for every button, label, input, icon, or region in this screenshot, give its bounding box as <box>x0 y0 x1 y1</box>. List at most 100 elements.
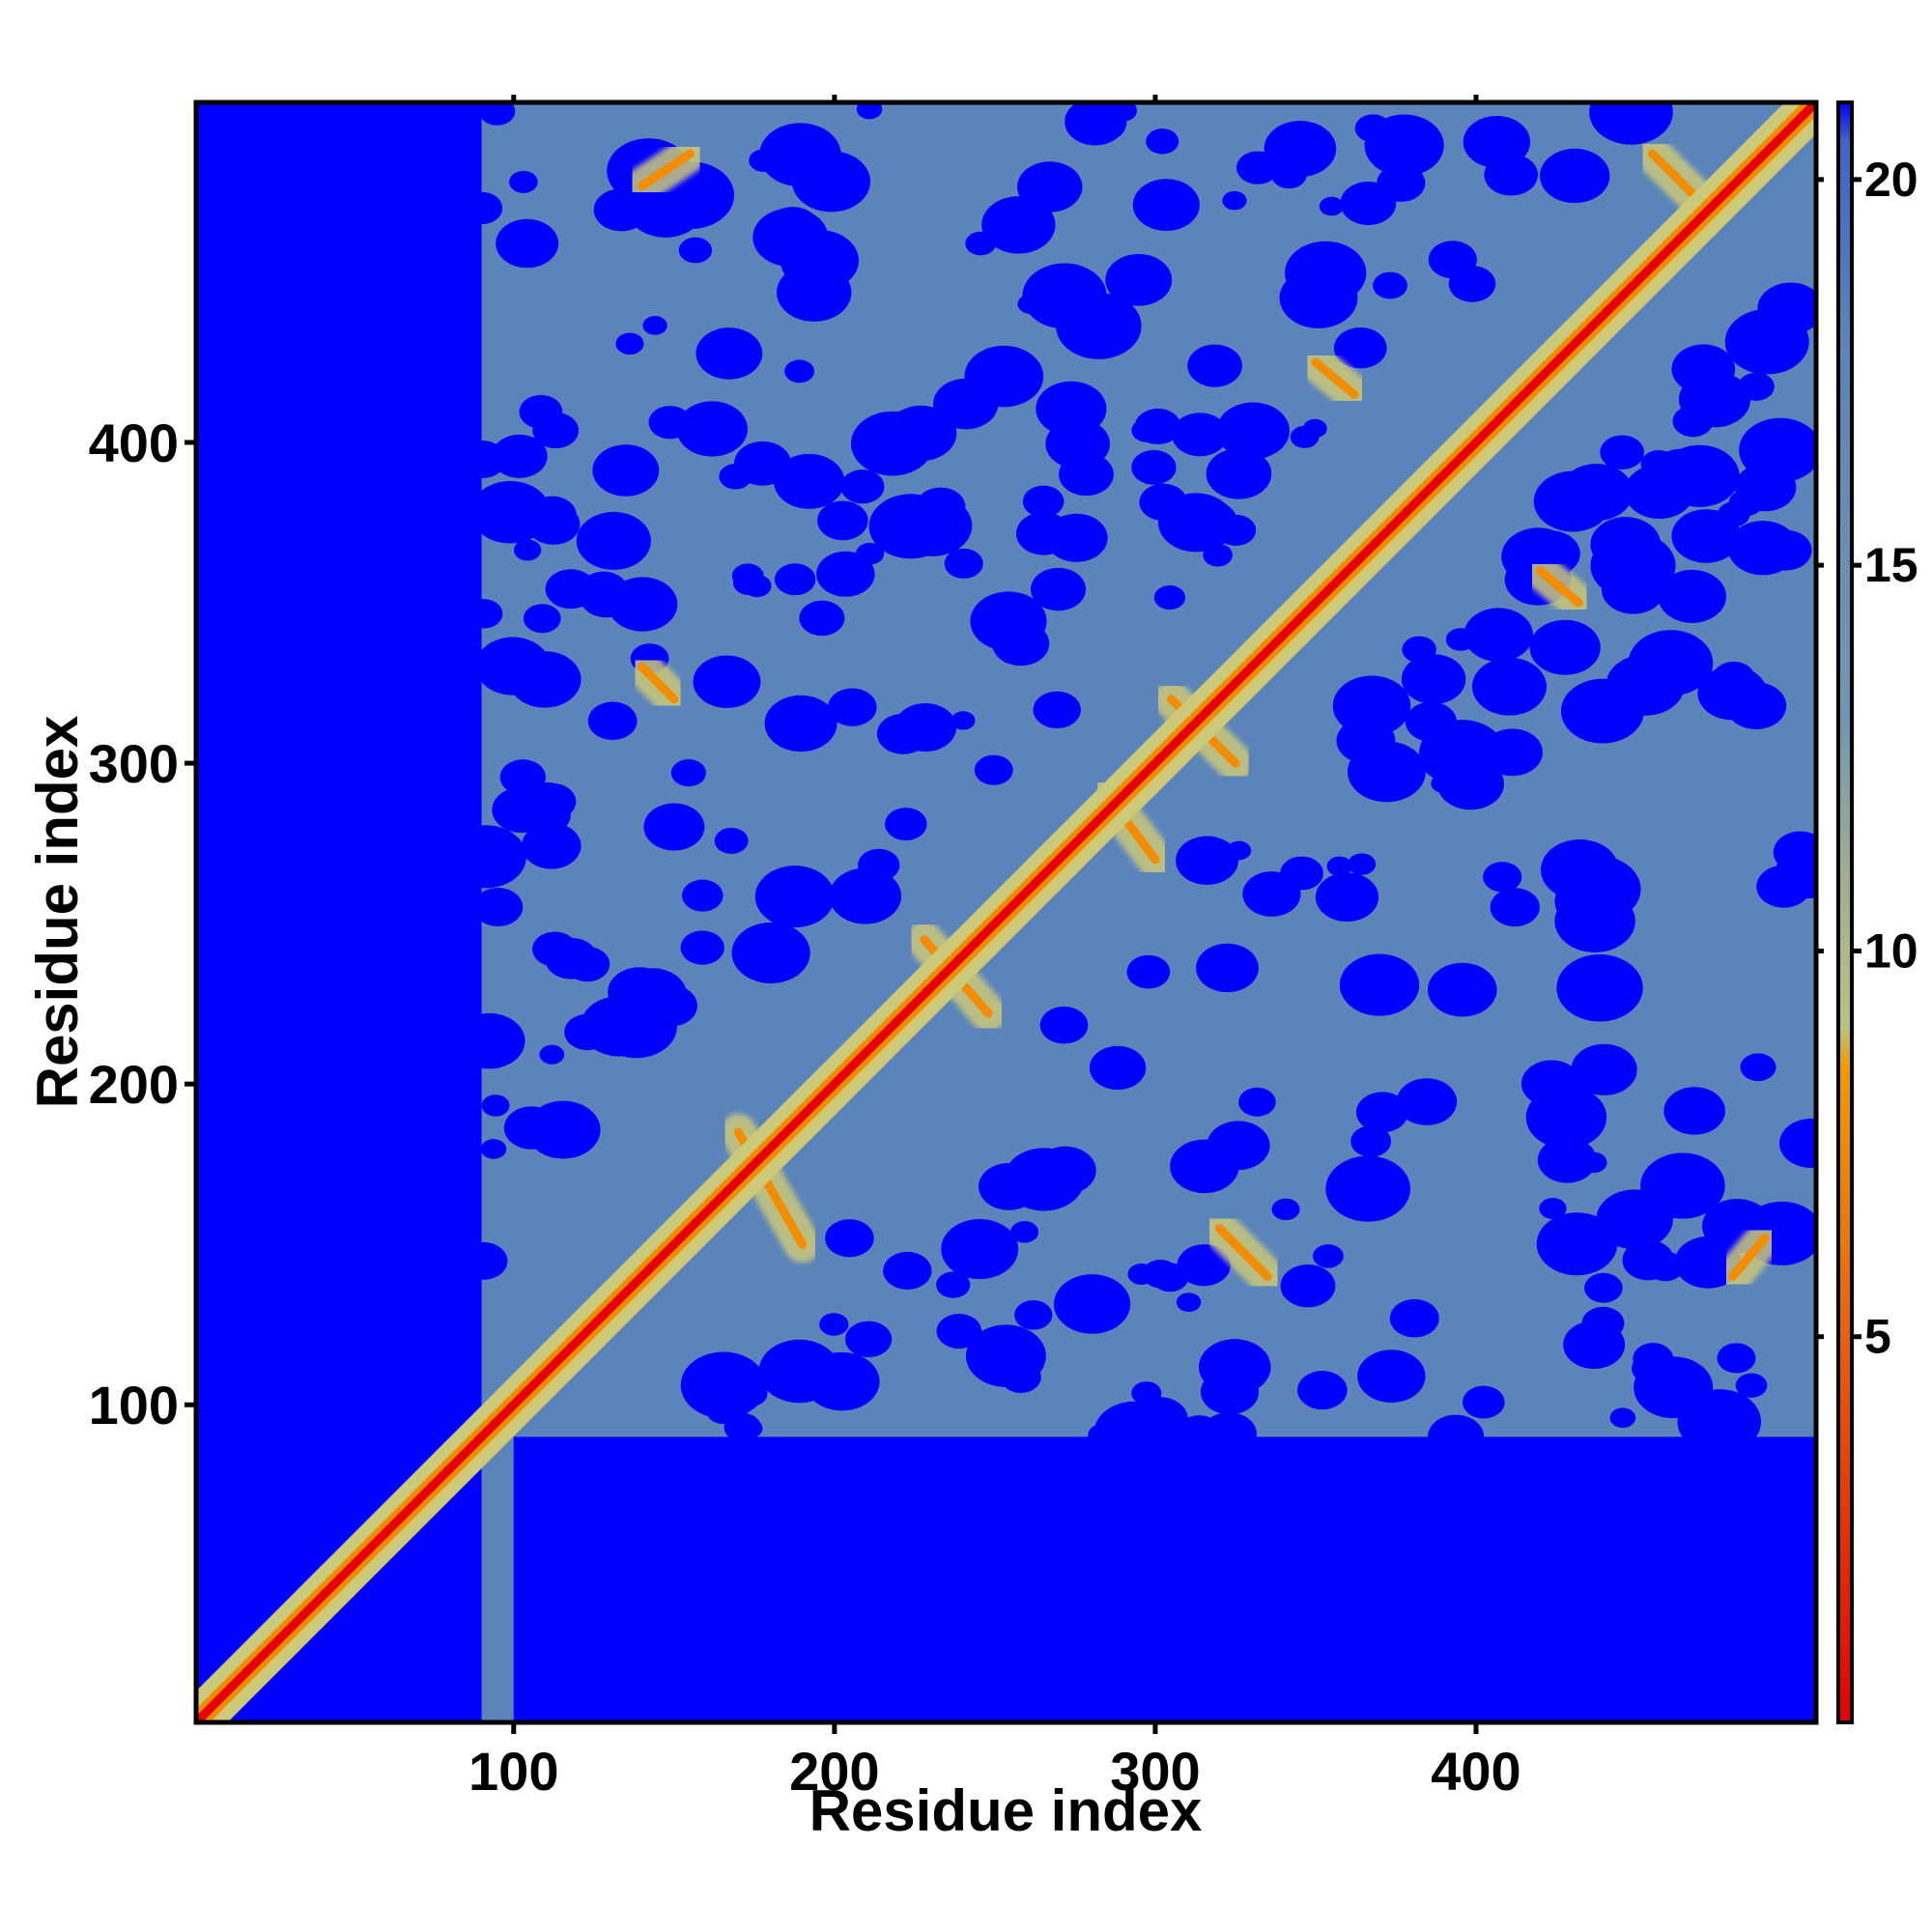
colorbar-label: 5 <box>1864 1310 1891 1364</box>
far-distance-patch <box>1590 517 1662 572</box>
far-distance-patch <box>1348 853 1377 875</box>
far-distance-patch <box>1350 1125 1392 1157</box>
far-distance-patch <box>1396 1078 1458 1125</box>
far-distance-patch <box>1658 569 1726 623</box>
heatmap-bottom-far-block <box>513 1436 1816 1722</box>
far-distance-patch <box>1463 608 1533 662</box>
far-distance-patch <box>1034 1146 1096 1195</box>
far-distance-patch <box>1157 493 1235 553</box>
colorbar-label: 10 <box>1864 923 1918 978</box>
far-distance-patch <box>513 539 542 561</box>
far-distance-patch <box>1389 1298 1439 1338</box>
far-distance-patch <box>1014 1299 1053 1330</box>
far-distance-patch <box>825 1219 874 1258</box>
far-distance-patch <box>1490 888 1540 927</box>
far-distance-patch <box>816 551 875 597</box>
far-distance-patch <box>1153 585 1186 611</box>
far-distance-patch <box>1326 856 1352 876</box>
y-tick-label: 400 <box>89 412 179 473</box>
y-tick-label: 100 <box>89 1375 179 1435</box>
diagonal-red-band <box>196 102 1816 1722</box>
far-distance-patch <box>1297 1371 1348 1410</box>
far-distance-patch <box>1348 741 1426 803</box>
far-distance-patch <box>965 1324 1046 1387</box>
far-distance-patch <box>979 1163 1039 1210</box>
far-distance-patch <box>1717 501 1750 527</box>
far-distance-patch <box>1325 1155 1410 1222</box>
far-distance-patch <box>1756 865 1811 908</box>
far-distance-patch <box>1779 1119 1816 1168</box>
heatmap-left-far-block <box>196 102 482 1722</box>
far-distance-patch <box>1236 151 1280 185</box>
far-distance-patch <box>522 822 582 869</box>
far-distance-patch <box>1339 953 1420 1016</box>
far-distance-patch <box>680 930 724 965</box>
far-distance-patch <box>936 1271 971 1298</box>
far-distance-patch <box>508 651 582 708</box>
far-distance-patch <box>1177 1244 1231 1287</box>
far-distance-patch <box>1600 435 1644 470</box>
far-distance-patch <box>642 316 668 335</box>
far-distance-patch <box>936 1313 982 1350</box>
colorbar-labels: 5 10 15 20 <box>1864 153 1918 1364</box>
far-distance-patch <box>1196 943 1259 993</box>
far-distance-patch <box>1357 1350 1426 1403</box>
far-distance-patch <box>670 759 706 787</box>
far-distance-patch <box>1571 1043 1637 1095</box>
x-tick-label: 300 <box>1110 1741 1200 1802</box>
axis-tick-labels: 100 200 300 400 100 200 300 400 <box>89 412 1521 1802</box>
far-distance-patch <box>1463 1385 1505 1419</box>
far-distance-patch <box>1131 418 1162 442</box>
far-distance-patch <box>576 511 651 570</box>
far-distance-patch <box>1739 417 1816 483</box>
far-distance-patch <box>850 411 934 476</box>
far-distance-patch <box>478 102 516 126</box>
axis-ticks <box>185 95 1479 1734</box>
far-distance-patch <box>523 604 561 634</box>
far-distance-patch <box>800 282 834 308</box>
far-distance-patch <box>509 170 538 193</box>
far-distance-patch <box>480 1139 507 1159</box>
x-axis-title: Residue index <box>810 1778 1203 1843</box>
far-distance-patch <box>932 378 999 430</box>
far-distance-patch <box>696 327 763 380</box>
colorbar-label: 20 <box>1864 153 1918 207</box>
x-tick-label: 200 <box>789 1741 879 1802</box>
far-distance-patch <box>1319 196 1345 216</box>
plot-frame <box>193 99 1819 1725</box>
far-distance-patch <box>817 500 868 541</box>
far-distance-patch <box>1418 720 1506 787</box>
far-distance-patch <box>472 888 524 926</box>
far-distance-patch <box>1738 372 1775 401</box>
far-distance-patch <box>829 867 902 924</box>
far-distance-patch <box>1401 654 1466 704</box>
far-distance-patch <box>1146 128 1179 155</box>
far-distance-patch <box>648 406 692 440</box>
far-distance-patch <box>643 803 705 851</box>
far-distance-patch <box>1759 529 1812 571</box>
far-distance-patch <box>1373 271 1407 299</box>
far-distance-patch <box>1033 691 1081 729</box>
far-distance-patch <box>1242 871 1301 917</box>
far-distance-patch <box>754 866 835 928</box>
far-distance-patch <box>503 1106 559 1150</box>
far-distance-patch <box>1039 1006 1089 1044</box>
far-distance-patch <box>1646 1251 1685 1282</box>
far-distance-patch <box>1539 1197 1567 1219</box>
far-distance-patch <box>1520 1060 1582 1107</box>
far-distance-patch <box>1648 1172 1702 1215</box>
far-distance-patch <box>1529 619 1601 675</box>
far-distance-patch <box>884 808 927 840</box>
far-distance-patch <box>1355 1092 1408 1133</box>
far-distance-patch <box>736 1418 763 1439</box>
far-distance-patch <box>981 196 1056 254</box>
far-distance-patch <box>1735 1373 1768 1398</box>
far-distance-patch <box>499 759 546 795</box>
far-distance-patch <box>759 123 841 187</box>
far-distance-patch <box>1022 485 1065 518</box>
far-distance-patch <box>1030 567 1087 611</box>
far-distance-patch <box>1712 661 1755 696</box>
far-distance-patch <box>1279 268 1358 328</box>
far-distance-patch <box>1015 512 1072 555</box>
far-distance-patch <box>1445 628 1476 651</box>
